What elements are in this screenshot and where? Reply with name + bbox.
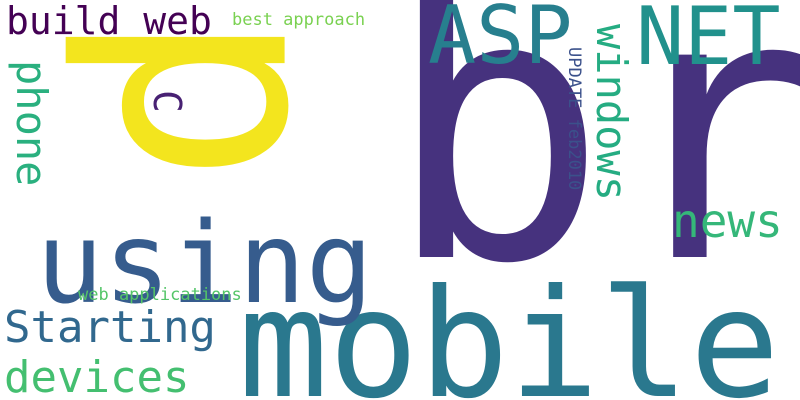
word-asp: ASP: [428, 0, 573, 82]
word-br: br: [385, 0, 800, 345]
word-starting: Starting: [4, 302, 216, 353]
word-phone: phone: [7, 60, 56, 187]
word-c: C: [145, 90, 189, 113]
word-devices: devices: [4, 352, 190, 400]
word-web-applications: web applications: [78, 285, 242, 305]
word-news: news: [672, 194, 783, 248]
word-update-feb2010: UPDATE feb2010: [564, 47, 584, 191]
word-mobile: mobile: [238, 258, 780, 400]
word-best-approach: best approach: [232, 10, 366, 30]
word-windows: windows: [587, 24, 636, 202]
word-net: NET: [636, 0, 781, 83]
word-build-web: build web: [6, 0, 212, 43]
word-using: using: [36, 199, 374, 329]
